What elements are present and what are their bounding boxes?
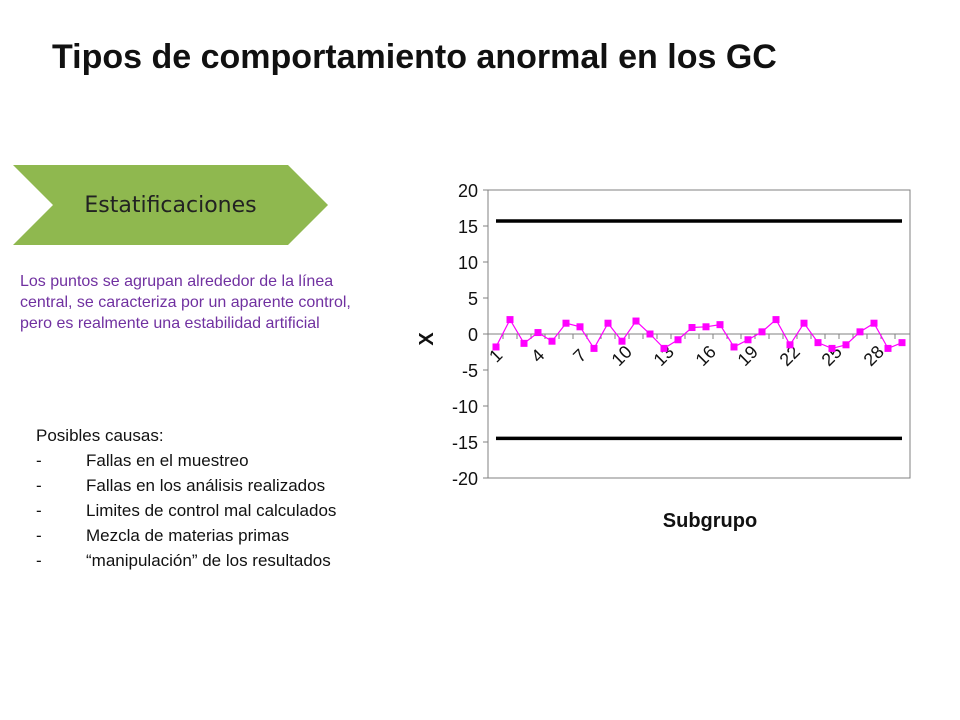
causes-heading: Posibles causas: — [36, 426, 164, 445]
section-label: Estatificaciones — [84, 192, 257, 218]
x-tick-label: 10 — [608, 342, 636, 370]
data-point — [870, 319, 878, 327]
data-point — [618, 337, 626, 345]
bullet-dash: - — [36, 476, 42, 495]
cause-item: - Limites de control mal calculados — [36, 498, 356, 523]
cause-text: “manipulación” de los resultados — [86, 551, 331, 570]
data-point — [576, 323, 584, 331]
x-tick-label: 4 — [527, 345, 548, 366]
y-tick-label: 0 — [468, 325, 478, 345]
x-axis-label: Subgrupo — [663, 510, 757, 532]
data-point — [506, 316, 514, 324]
data-point — [534, 329, 542, 337]
data-point — [674, 336, 682, 344]
cause-text: Fallas en los análisis realizados — [86, 476, 326, 495]
y-tick-label: -15 — [452, 433, 478, 453]
data-point — [492, 343, 500, 351]
cause-item: - Mezcla de materias primas — [36, 523, 356, 548]
data-point — [744, 336, 752, 344]
data-point — [632, 317, 640, 325]
causes-block: Posibles causas: - Fallas en el muestreo … — [36, 423, 356, 573]
section-chevron — [13, 165, 328, 245]
cause-text: Fallas en el muestreo — [86, 451, 249, 470]
y-tick-label: 5 — [468, 289, 478, 309]
cause-item: - “manipulación” de los resultados — [36, 548, 356, 573]
x-tick-label: 28 — [860, 342, 888, 370]
data-point — [800, 319, 808, 327]
bullet-dash: - — [36, 501, 42, 520]
cause-item: - Fallas en los análisis realizados — [36, 473, 356, 498]
data-point — [604, 319, 612, 327]
description-text: Los puntos se agrupan alrededor de la lí… — [20, 273, 351, 332]
y-tick-label: -20 — [452, 469, 478, 489]
data-point — [884, 344, 892, 352]
data-point — [646, 330, 654, 338]
data-point — [814, 339, 822, 347]
data-point — [716, 321, 724, 329]
data-point — [562, 319, 570, 327]
data-point — [520, 339, 528, 347]
x-tick-label: 7 — [569, 345, 590, 366]
slide-title: Tipos de comportamiento anormal en los G… — [52, 38, 777, 76]
chevron-shape — [13, 165, 328, 245]
causes-list: - Fallas en el muestreo - Fallas en los an… — [36, 448, 356, 573]
data-point — [772, 316, 780, 324]
y-tick-label: 20 — [458, 181, 478, 201]
data-point — [898, 339, 906, 347]
bullet-dash: - — [36, 551, 42, 570]
data-point — [590, 344, 598, 352]
bullet-dash: - — [36, 451, 42, 470]
data-point — [842, 341, 850, 349]
y-tick-label: 15 — [458, 217, 478, 237]
x-tick-label: 19 — [734, 342, 762, 370]
y-tick-label: -10 — [452, 397, 478, 417]
data-point — [702, 323, 710, 331]
cause-item: - Fallas en el muestreo — [36, 448, 356, 473]
data-point — [856, 328, 864, 336]
data-point — [786, 341, 794, 349]
y-axis-label: X — [416, 332, 438, 346]
data-point — [660, 344, 668, 352]
data-point — [730, 343, 738, 351]
cause-text: Mezcla de materias primas — [86, 526, 290, 545]
data-point — [548, 337, 556, 345]
x-tick-label: 16 — [692, 342, 720, 370]
data-point — [758, 328, 766, 336]
y-tick-label: 10 — [458, 253, 478, 273]
data-point — [828, 344, 836, 352]
data-point — [688, 324, 696, 332]
cause-text: Limites de control mal calculados — [86, 501, 337, 520]
bullet-dash: - — [36, 526, 42, 545]
y-tick-label: -5 — [462, 361, 478, 381]
